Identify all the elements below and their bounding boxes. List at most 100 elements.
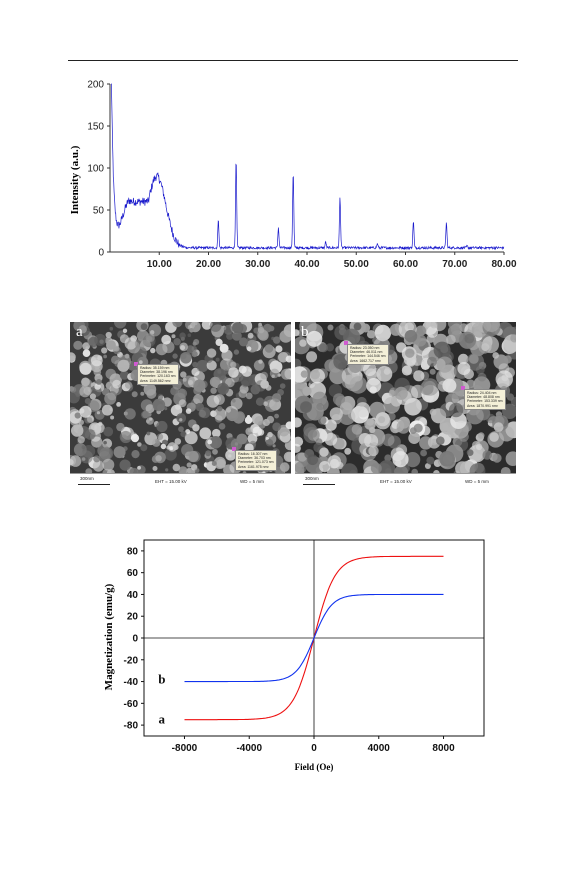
sem-particle <box>212 428 221 438</box>
mag-y-tick-label: -40 <box>124 677 139 688</box>
sem-particle <box>327 324 334 331</box>
xrd-y-tick-label: 150 <box>87 122 104 133</box>
sem-particle <box>464 333 475 344</box>
sem-particle <box>239 337 248 347</box>
sem-particle <box>180 371 187 378</box>
sem-particle <box>71 424 84 437</box>
sem-particle <box>217 382 230 395</box>
sem-particle <box>425 322 433 329</box>
sem-particle <box>116 402 121 407</box>
sem-particle <box>78 419 84 425</box>
sem-particle <box>179 418 183 422</box>
sem-particle <box>129 467 139 474</box>
sem-particle <box>448 402 464 418</box>
sem-image-b: b Radius: 23.050 nm Diameter: 46.011 nm … <box>295 322 516 490</box>
sem-particle <box>103 354 107 359</box>
sem-particle <box>436 356 453 373</box>
sem-particle <box>414 334 427 347</box>
sem-particle <box>401 365 412 376</box>
sem-particle <box>119 430 132 444</box>
sem-particle <box>103 426 114 437</box>
sem-particle <box>198 409 207 418</box>
sem-particle <box>257 326 265 334</box>
mag-x-tick-label: -4000 <box>236 743 262 754</box>
scale-bar-text: 300nm <box>80 476 94 481</box>
sem-particle <box>215 338 223 346</box>
sem-particle <box>119 370 129 380</box>
header-rule <box>68 60 518 61</box>
sem-particle <box>172 444 179 451</box>
sem-particle <box>446 334 456 345</box>
sem-particle <box>177 388 188 399</box>
sem-particle <box>94 383 101 390</box>
sem-particle <box>327 455 341 469</box>
sem-particle <box>124 408 136 420</box>
sem-particle <box>272 444 276 448</box>
sem-particle <box>510 333 516 343</box>
sem-particle <box>353 322 362 331</box>
sem-particle <box>189 328 194 333</box>
xrd-x-tick-label: 80.00 <box>491 259 516 270</box>
sem-particle <box>341 463 358 474</box>
sem-particle <box>413 370 425 382</box>
sem-measurement-label: Radius: 23.050 nm Diameter: 46.011 nm Pe… <box>347 344 389 365</box>
sem-particle <box>138 360 143 364</box>
sem-particle <box>179 342 188 352</box>
sem-particle <box>285 355 291 363</box>
sem-image-b-texture <box>295 322 516 474</box>
sem-particle <box>116 422 125 432</box>
sem-particle <box>225 449 237 461</box>
sem-particle <box>426 456 435 465</box>
xrd-chart: 10.00 20.00 30.00 40.00 50.00 60.00 70.00 80.00… <box>69 80 517 271</box>
sem-particle <box>85 468 93 474</box>
sem-particle <box>409 427 417 434</box>
sem-particle <box>92 460 105 472</box>
label-line: Radius: 35.159 nm <box>140 366 170 370</box>
sem-particle <box>457 362 471 375</box>
sem-image-a: a Radius: 35.159 nm Diameter: 38.196 nm … <box>70 322 291 490</box>
sem-particle <box>349 376 368 394</box>
sem-particle <box>185 429 191 435</box>
sem-particle <box>468 354 479 364</box>
sem-particle <box>181 444 194 457</box>
sem-particle <box>221 349 233 361</box>
sem-image-b-letter: b <box>301 324 309 340</box>
sem-particle <box>374 324 392 342</box>
sem-particle <box>152 398 166 412</box>
sem-particle <box>226 407 232 413</box>
sem-particle <box>70 455 82 467</box>
sem-particle <box>470 322 479 328</box>
label-line: Perimeter: 153.339 nm <box>467 399 503 404</box>
sem-particle <box>85 346 89 350</box>
magnetization-curve-b <box>184 593 444 683</box>
sem-particle <box>402 464 410 473</box>
scale-bar-text: 300nm <box>305 476 319 481</box>
sem-particle <box>145 404 155 414</box>
sem-particle <box>319 343 328 353</box>
sem-particle <box>178 399 187 408</box>
sem-particle <box>84 398 91 405</box>
sem-particle <box>113 345 120 352</box>
sem-particle <box>252 426 263 437</box>
sem-particle <box>355 402 371 418</box>
sem-particle <box>210 387 217 394</box>
sem-particle <box>111 355 120 364</box>
sem-particle <box>244 416 253 424</box>
sem-particle <box>70 391 80 404</box>
sem-particle <box>134 338 145 349</box>
mag-y-tick-label: 80 <box>127 546 139 557</box>
sem-particle <box>477 432 485 439</box>
sem-particle <box>492 453 502 463</box>
sem-particle <box>176 413 187 423</box>
sem-particle <box>93 455 101 463</box>
label-line: Radius: 24.404 nm <box>467 391 497 395</box>
magnetization-y-tick-labels: 80 60 40 20 0 -20 -40 -60 -80 <box>124 546 144 732</box>
sem-particle <box>306 330 323 347</box>
sem-particle <box>419 436 433 450</box>
sem-particle <box>319 461 331 473</box>
sem-particle <box>146 388 157 399</box>
sem-particle <box>429 368 436 375</box>
xrd-y-tick-label: 50 <box>93 206 105 217</box>
sem-particle <box>238 389 248 398</box>
sem-particle <box>312 391 327 407</box>
